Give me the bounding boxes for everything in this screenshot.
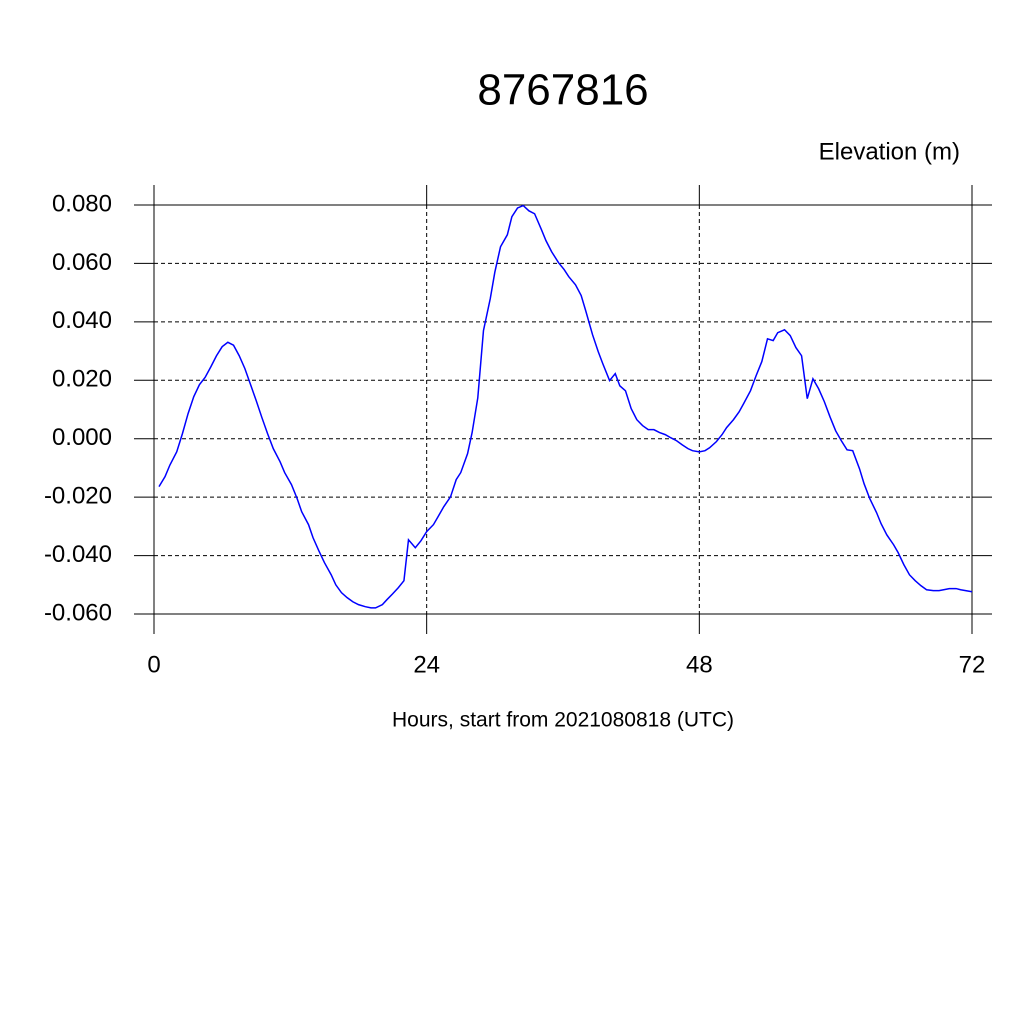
chart-title: 8767816 <box>477 66 648 115</box>
y-tick-label: 0.080 <box>52 190 112 217</box>
y-tick-label: -0.040 <box>44 541 112 568</box>
x-tick-label: 0 <box>147 651 160 678</box>
y-tick-label: -0.060 <box>44 599 112 626</box>
y-tick-label: 0.000 <box>52 424 112 451</box>
y-tick-label: 0.040 <box>52 307 112 334</box>
y-tick-label: -0.020 <box>44 482 112 509</box>
x-tick-label: 48 <box>686 651 713 678</box>
y-tick-label: 0.060 <box>52 249 112 276</box>
x-axis-label: Hours, start from 2021080818 (UTC) <box>392 709 734 732</box>
y-unit-label: Elevation (m) <box>819 138 960 165</box>
x-tick-label: 72 <box>959 651 986 678</box>
data-line <box>158 204 973 609</box>
plot-frame <box>153 204 973 615</box>
y-tick-label: 0.020 <box>52 366 112 393</box>
x-tick-label: 24 <box>413 651 440 678</box>
